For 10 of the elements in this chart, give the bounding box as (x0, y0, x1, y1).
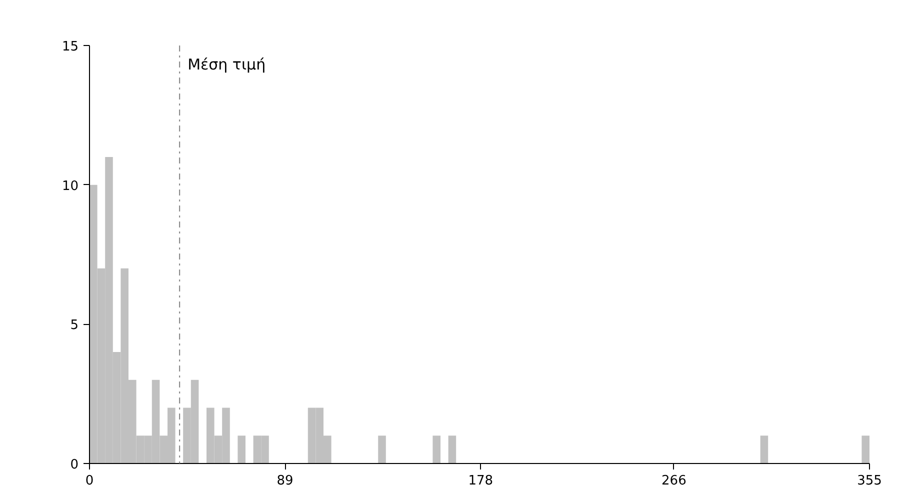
y-tick-label: 10 (62, 178, 79, 194)
ref-line-label: Μέση τιμή (188, 56, 266, 74)
y-tick-label: 15 (62, 40, 79, 54)
y-tick-label: 5 (70, 318, 79, 334)
x-tick-label: 266 (662, 474, 686, 488)
x-tick-label: 0 (85, 474, 94, 488)
y-tick-label: 0 (70, 458, 79, 472)
x-tick-label: 178 (468, 474, 494, 488)
x-tick-label: 89 (276, 474, 294, 488)
x-tick-label: 355 (857, 474, 882, 488)
